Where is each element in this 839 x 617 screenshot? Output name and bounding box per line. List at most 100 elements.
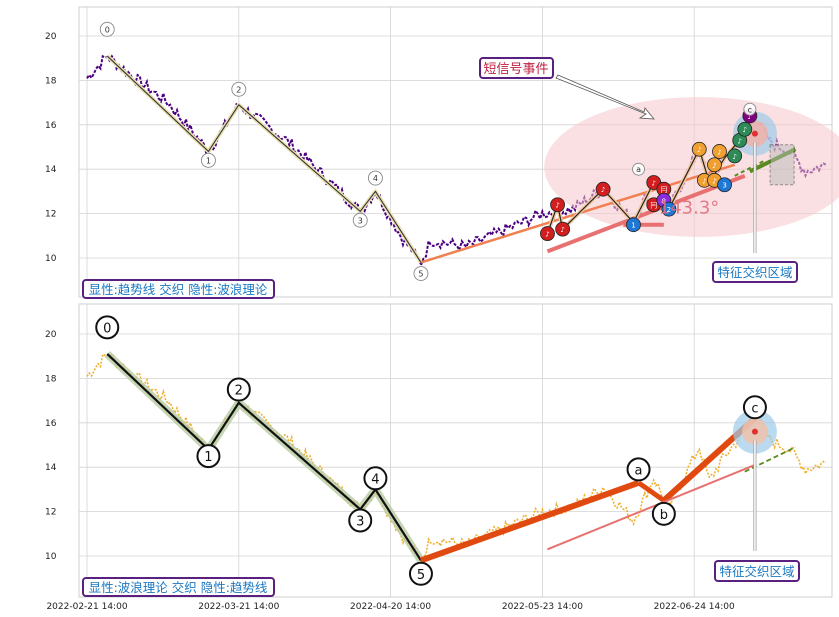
wave-label: a — [636, 165, 641, 174]
zone-label-box — [714, 560, 800, 582]
angle-label: 143.3° — [659, 198, 720, 219]
wave-red-line — [419, 479, 640, 564]
trendline-green-dashed — [734, 159, 766, 177]
wave-line — [106, 55, 422, 263]
wave-label: 3 — [356, 514, 364, 529]
y-tick-label: 18 — [45, 76, 57, 86]
wave-label: c — [748, 105, 752, 114]
focus-dot — [751, 428, 758, 435]
x-tick-label: 2022-06-24 14:00 — [654, 602, 735, 612]
y-tick-label: 10 — [45, 254, 57, 264]
zone-box — [769, 144, 795, 186]
wave-label-circle — [743, 102, 757, 116]
signal-marker — [550, 197, 565, 213]
signal-marker-glyph: 2 — [667, 206, 671, 214]
panel-frame — [78, 303, 833, 598]
signal-marker-glyph: 1 — [631, 222, 635, 230]
signal-marker — [626, 217, 641, 233]
wave-label-circle — [348, 508, 373, 533]
signal-marker-glyph: ♪ — [748, 113, 752, 121]
signal-marker-glyph: ♪ — [545, 231, 549, 239]
wave-label: 0 — [105, 25, 110, 34]
x-tick-label: 2022-04-20 14:00 — [350, 602, 431, 612]
wave-label: a — [635, 463, 643, 478]
signal-marker — [707, 157, 722, 173]
signal-marker-glyph: 3 — [722, 182, 726, 190]
y-tick-label: 20 — [45, 32, 57, 42]
signal-marker-glyph: ♪ — [738, 137, 742, 145]
event-label-box — [479, 57, 554, 79]
signal-marker-glyph: ♪ — [712, 162, 716, 170]
signal-marker-glyph: ♪ — [555, 202, 559, 210]
signal-marker-glyph: 8 — [662, 197, 666, 205]
signal-marker — [717, 177, 732, 193]
wave-label-circle — [413, 266, 429, 281]
signal-marker — [727, 148, 743, 164]
signal-marker-glyph: ♪ — [702, 177, 706, 185]
focus-dot — [751, 130, 758, 137]
signal-marker — [661, 201, 677, 217]
signal-marker — [595, 181, 611, 197]
signal-marker-glyph: 冃 — [660, 186, 667, 194]
signal-marker — [540, 226, 555, 241]
wave-label-circle — [632, 162, 646, 176]
x-tick-label: 2022-05-23 14:00 — [502, 602, 583, 612]
wave-label: 1 — [206, 156, 211, 165]
y-tick-label: 14 — [45, 165, 57, 175]
wave-label-circle — [352, 212, 368, 228]
y-tick-label: 20 — [45, 330, 57, 340]
wave-label: 4 — [373, 174, 378, 183]
wave-label-circle — [231, 81, 247, 97]
signal-marker-glyph: 冃 — [650, 202, 657, 210]
event-arrow — [555, 74, 655, 120]
wave-label: 1 — [204, 450, 212, 465]
zone-label: 特征交织区域 — [717, 265, 792, 280]
y-tick-label: 18 — [45, 374, 57, 384]
wave-label: c — [751, 401, 758, 416]
wave-label-circle — [196, 444, 221, 469]
event-label: 短信号事件 — [483, 62, 548, 77]
signal-marker — [555, 221, 571, 237]
panel-label-box — [82, 279, 275, 299]
wave-label-circle — [95, 315, 120, 340]
signal-marker — [691, 141, 707, 157]
wave-red-line — [637, 480, 666, 503]
wave-label-circle — [367, 170, 383, 186]
signal-marker-glyph: ♪ — [732, 153, 736, 161]
wave-line-halo — [105, 54, 423, 264]
trendline-green-dashed — [744, 446, 796, 473]
wave-label-circle — [626, 457, 651, 482]
wave-label: 4 — [371, 472, 379, 487]
panel-label-box — [82, 577, 275, 597]
wave-label: 3 — [358, 216, 363, 225]
wave-label-circle — [226, 377, 251, 402]
wave-label: 0 — [103, 321, 111, 336]
wave-label-circle — [742, 395, 767, 420]
signal-marker-glyph: ♪ — [697, 146, 701, 154]
panel-label: 显性:波浪理论 交织 隐性:趋势线 — [89, 580, 268, 595]
y-tick-label: 16 — [45, 121, 57, 131]
signal-marker-glyph: ♪ — [651, 180, 655, 188]
y-tick-label: 16 — [45, 419, 57, 429]
wave-label-circle — [99, 21, 115, 37]
x-tick-label: 2022-03-21 14:00 — [198, 602, 279, 612]
signal-marker-glyph: ♪ — [743, 126, 747, 134]
trendline-pink — [547, 464, 756, 551]
wave-label-circle — [363, 466, 388, 491]
wave-label-circle — [408, 561, 433, 586]
wave-line-halo — [104, 351, 425, 563]
y-tick-label: 12 — [45, 508, 56, 518]
wave-label-circle — [200, 152, 216, 168]
signal-marker-glyph: ♪ — [560, 226, 564, 234]
signal-marker — [737, 121, 753, 137]
y-tick-label: 10 — [45, 552, 57, 562]
wave-label: b — [660, 508, 668, 523]
panel-label: 显性:趋势线 交织 隐性:波浪理论 — [89, 282, 268, 297]
wave-label: 5 — [418, 270, 423, 279]
signal-marker-glyph: ♪ — [712, 177, 716, 185]
wave-label-circle — [651, 501, 676, 526]
wave-label: 5 — [417, 568, 425, 583]
